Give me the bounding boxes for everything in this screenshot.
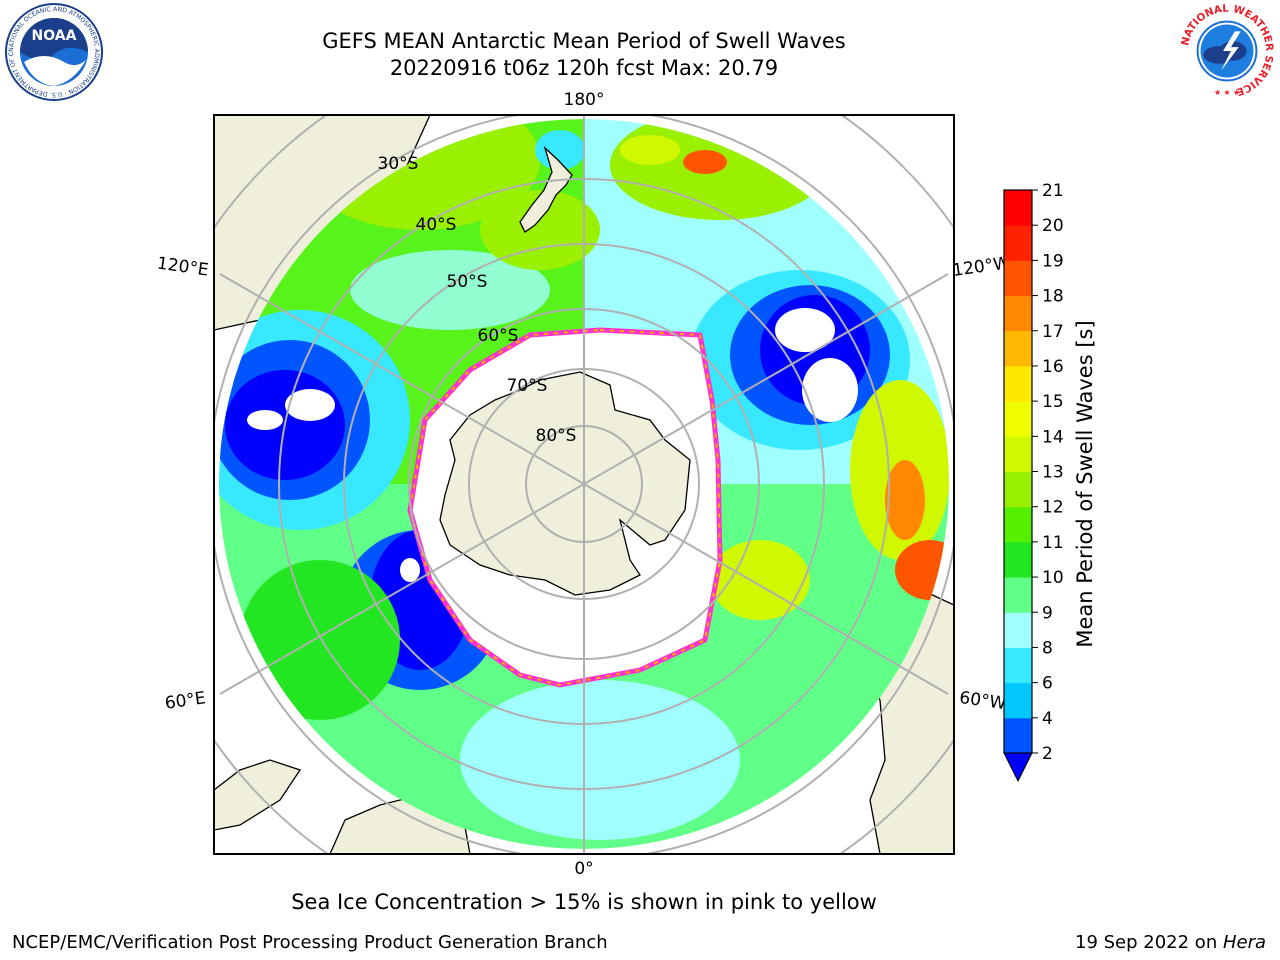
lat-label-30s: 30°S — [378, 154, 419, 174]
star-icons: ★ ★ ★ — [1214, 88, 1240, 97]
new-zealand — [519, 145, 573, 233]
colorbar-box — [1004, 225, 1032, 261]
nws-logo: NATIONAL WEATHER SERVICE ★ ★ ★ — [1179, 3, 1275, 99]
colorbar-box — [1004, 612, 1032, 648]
colorbar-box — [1004, 295, 1032, 332]
date-text: 19 Sep 2022 on — [1075, 932, 1223, 953]
colorbar-tick-label: 8 — [1042, 638, 1053, 658]
colorbar-tick-label: 10 — [1042, 568, 1064, 588]
colorbar-box — [1004, 647, 1032, 684]
colorbar-box — [1004, 541, 1032, 578]
colorbar-box — [1004, 260, 1032, 297]
colorbar-box — [1004, 330, 1032, 367]
colorbar-tick-label: 4 — [1042, 709, 1053, 729]
map-frame — [213, 114, 955, 855]
colorbar-box — [1004, 365, 1032, 402]
noaa-logo-text: NOAA — [32, 28, 77, 44]
lon-label-0: 0° — [574, 859, 593, 879]
colorbar-tick-label: 11 — [1042, 533, 1064, 553]
colorbar-tick-label: 15 — [1042, 392, 1064, 412]
graticule — [214, 115, 954, 854]
colorbar-tick-label: 21 — [1042, 181, 1064, 201]
colorbar-box — [1004, 471, 1032, 508]
colorbar-tick-label: 12 — [1042, 498, 1064, 518]
colorbar-box — [1004, 506, 1032, 543]
credit-text: NCEP/EMC/Verification Post Processing Pr… — [12, 932, 608, 953]
swell-period-field — [219, 119, 949, 849]
lat-label-70s: 70°S — [507, 376, 548, 396]
antarctica — [439, 371, 691, 596]
lon-label-180: 180° — [564, 90, 605, 110]
colorbar-box — [1004, 401, 1032, 437]
colorbar-tick-label: 13 — [1042, 463, 1064, 483]
colorbar: 2 4 6 8 9 10 11 12 13 14 15 16 17 18 19 20 21 — [1003, 181, 1064, 783]
colorbar-tick-label: 6 — [1042, 674, 1053, 694]
colorbar-tick-label: 19 — [1042, 251, 1064, 271]
lon-label-60e: 60°E — [164, 688, 207, 713]
colorbar-tick-label: 9 — [1042, 603, 1053, 623]
colorbar-extend-arrow — [1003, 752, 1033, 783]
sea-ice-note: Sea Ice Concentration > 15% is shown in … — [291, 890, 877, 914]
colorbar-tick-label: 16 — [1042, 357, 1064, 377]
lat-label-50s: 50°S — [447, 272, 488, 292]
colorbar-box — [1004, 682, 1032, 719]
colorbar-box — [1004, 190, 1032, 226]
lat-label-80s: 80°S — [536, 426, 577, 446]
lon-label-120e: 120°E — [156, 254, 210, 281]
colorbar-tick-label: 17 — [1042, 322, 1064, 342]
colorbar-boxes — [1004, 190, 1032, 754]
colorbar-box — [1004, 577, 1032, 613]
colorbar-tick-label: 20 — [1042, 216, 1064, 236]
colorbar-ticks: 2 4 6 8 9 10 11 12 13 14 15 16 17 18 19 20 21 — [1032, 181, 1064, 764]
map-title: GEFS MEAN Antarctic Mean Period of Swell… — [322, 29, 846, 53]
colorbar-box — [1004, 436, 1032, 472]
colorbar-tick-label: 18 — [1042, 287, 1064, 307]
lat-label-60s: 60°S — [478, 326, 519, 346]
colorbar-box — [1004, 717, 1032, 754]
noaa-logo: NATIONAL OCEANIC AND ATMOSPHERIC ADMINIS… — [4, 2, 103, 101]
machine-name: Hera — [1222, 932, 1266, 953]
lat-label-40s: 40°S — [416, 215, 457, 235]
colorbar-tick-label: 2 — [1042, 744, 1053, 764]
date-stamp: 19 Sep 2022 on Hera — [1075, 932, 1266, 953]
map-subtitle: 20220916 t06z 120h fcst Max: 20.79 — [389, 56, 779, 80]
colorbar-tick-label: 14 — [1042, 427, 1064, 447]
colorbar-label: Mean Period of Swell Waves [s] — [1073, 320, 1097, 648]
